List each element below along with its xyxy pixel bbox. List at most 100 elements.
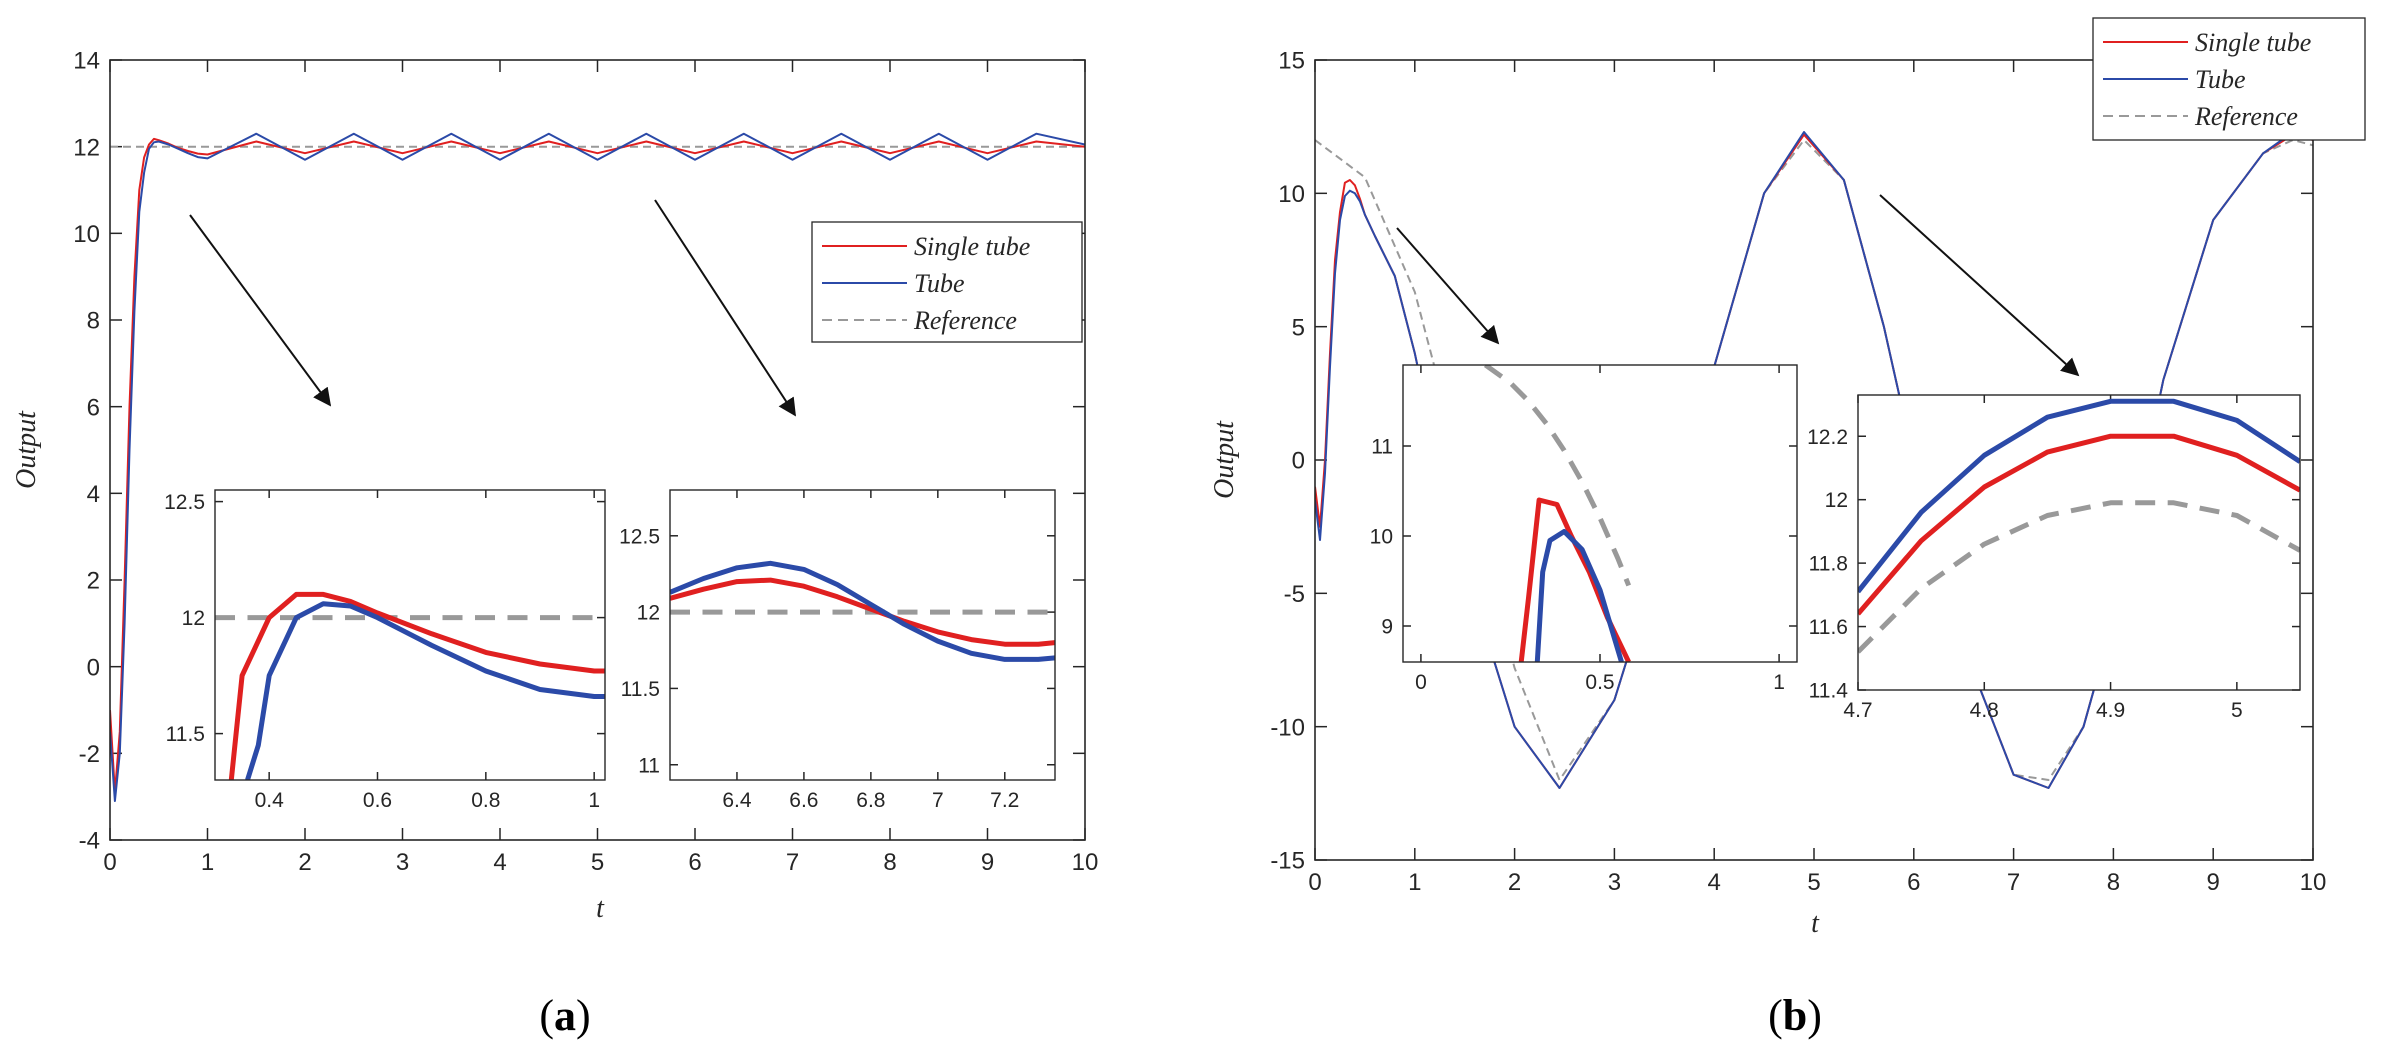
panel-a-y-axis-label: Output	[11, 410, 42, 489]
panel-a-y-tick-label: -4	[79, 828, 100, 855]
panel-b-series-tube	[1315, 131, 2313, 789]
panel-b-y-tick-label: -5	[1284, 581, 1305, 608]
panel-a-inset-y-tick-label: 12	[182, 607, 205, 630]
panel-a-inset-plot-area	[670, 490, 1055, 780]
panel-a-series-tube	[110, 132, 1085, 802]
panel-a-legend-label: Reference	[913, 306, 1017, 335]
panel-b-inset-y-tick-label: 9	[1381, 616, 1393, 639]
panel-a-x-tick-label: 10	[1072, 849, 1099, 876]
panel-b-y-tick-label: -15	[1270, 848, 1305, 875]
panel-a-inset-x-tick-label: 0.6	[363, 789, 392, 812]
panel-a-x-tick-label: 3	[396, 849, 409, 876]
panel-label-a: (a)	[539, 991, 590, 1040]
panel-b-x-tick-label: 7	[2007, 869, 2020, 896]
panel-a-x-tick-label: 9	[981, 849, 994, 876]
panel-b-inset-series-reference	[1858, 500, 2300, 654]
panel-b-inset-y-tick-label: 10	[1370, 526, 1393, 549]
panel-a-inset-y-tick-label: 11.5	[621, 678, 660, 701]
panel-a-x-axis-label: t	[596, 893, 605, 924]
panel-b-inset-plot-area	[1858, 395, 2300, 690]
panel-a-y-tick-label: -2	[79, 741, 100, 768]
panel-a-legend-label: Single tube	[914, 232, 1030, 261]
panel-b-y-axis-label: Output	[1209, 420, 1240, 499]
panel-b-x-tick-label: 5	[1807, 869, 1820, 896]
panel-b-axes-frame	[1314, 59, 2314, 861]
panel-b-x-tick-label: 9	[2207, 869, 2220, 896]
panel-b-inset-x-tick-label: 4.7	[1843, 699, 1872, 722]
panel-b-inset-1: 0 0.5 1 9 10 11	[1370, 364, 1798, 694]
panel-a-y-tick-label: 6	[87, 394, 100, 421]
panel-b-inset-y-tick-label: 11.4	[1809, 680, 1849, 703]
panel-a-legend: Single tube Tube Reference	[811, 221, 1083, 343]
panel-b-x-tick-label: 10	[2300, 869, 2327, 896]
panel-b-x-tick-label: 0	[1308, 869, 1321, 896]
panel-a-inset-y-tick-label: 12	[637, 602, 660, 625]
panel-b-x-tick-label: 3	[1608, 869, 1621, 896]
panel-a-inset-frame	[669, 489, 1056, 781]
panel-a-inset-x-tick-label: 6.6	[789, 789, 818, 812]
panel-a-inset-x-tick-label: 7	[932, 789, 944, 812]
panel-a-y-tick-label: 10	[73, 221, 100, 248]
panel-a-inset-series-single-tube	[228, 591, 605, 780]
panel-b-x-tick-label: 6	[1907, 869, 1920, 896]
panel-a-y-tick-label: 12	[73, 134, 100, 161]
panel-b-inset-series-tube	[1534, 529, 1624, 662]
panel-b-inset-y-tick-label: 11	[1371, 436, 1393, 459]
panel-a-inset-y-tick-label: 12.5	[164, 491, 205, 514]
panel-a-inset-x-tick-label: 0.8	[471, 789, 500, 812]
panel-b-inset-series-tube	[1858, 398, 2300, 594]
panel-a-x-tick-label: 6	[688, 849, 701, 876]
panel-b-inset-x-tick-label: 5	[2231, 699, 2243, 722]
panel-b-y-tick-label: 0	[1292, 448, 1305, 475]
panel-a-x-tick-label: 5	[591, 849, 604, 876]
panel-a-inset-series-tube	[670, 560, 1055, 662]
panel-b-inset-series-single-tube	[1858, 433, 2300, 616]
panel-b-annotation-arrow	[1879, 194, 2080, 377]
panel-b-inset-x-tick-label: 0	[1415, 671, 1427, 694]
panel-a-inset-y-tick-label: 12.5	[619, 525, 660, 548]
panel-b-x-tick-label: 2	[1508, 869, 1521, 896]
panel-b-annotation-arrow	[1396, 227, 1500, 345]
panel-b-legend-label: Tube	[2195, 65, 2246, 94]
panel-b-y-tick-label: 15	[1278, 48, 1305, 75]
panel-a-inset-series-single-tube	[670, 577, 1055, 647]
panel-a-annotation-arrow	[189, 214, 332, 407]
panel-a-axes-frame	[109, 59, 1086, 841]
panel-a-x-tick-label: 0	[103, 849, 116, 876]
panel-b-x-axis-label: t	[1811, 908, 1820, 939]
panel-a-x-tick-label: 2	[298, 849, 311, 876]
panel-a-inset-frame	[214, 489, 606, 781]
panel-b-y-tick-label: 5	[1292, 314, 1305, 341]
panel-b-y-tick-label: -10	[1270, 714, 1305, 741]
panel-a-annotation-arrow	[654, 199, 796, 417]
panel-b-inset-2: 4.7 4.8 4.9 5 11.4 11.6 11.8 12 12.2	[1807, 394, 2301, 722]
panel-a-inset-x-tick-label: 1	[588, 789, 600, 812]
panel-b-legend-label: Single tube	[2195, 28, 2311, 57]
panel-b-inset-y-tick-label: 12.2	[1807, 426, 1848, 449]
panel-b-legend-label: Reference	[2194, 102, 2298, 131]
panel-a-inset-x-tick-label: 6.8	[856, 789, 885, 812]
panel-b-x-tick-label: 4	[1708, 869, 1721, 896]
panel-a-x-tick-label: 1	[201, 849, 214, 876]
panel-a-y-tick-label: 2	[87, 568, 100, 595]
panel-b-x-tick-label: 1	[1408, 869, 1421, 896]
panel-b-inset-y-tick-label: 11.6	[1809, 616, 1848, 639]
panel-b-inset-frame	[1857, 394, 2301, 691]
panel-b-inset-y-tick-label: 12	[1825, 489, 1848, 512]
panel-a-inset-1: 0.4 0.6 0.8 1 11.5 12 12.5	[164, 489, 606, 812]
panel-b-inset-x-tick-label: 1	[1773, 671, 1785, 694]
panel-a-inset-series-tube	[245, 601, 605, 780]
panel-a-inset-y-tick-label: 11.5	[166, 723, 205, 746]
panel-a-x-tick-label: 7	[786, 849, 799, 876]
panel-b-y-tick-label: 10	[1278, 181, 1305, 208]
panel-b-inset-x-tick-label: 4.9	[2096, 699, 2125, 722]
panel-label-b: (b)	[1768, 991, 1822, 1040]
panel-a-y-tick-label: 8	[87, 308, 100, 335]
panel-a-y-tick-label: 0	[87, 654, 100, 681]
panel-b-x-tick-label: 8	[2107, 869, 2120, 896]
panel-b-inset-plot-area	[1403, 365, 1797, 662]
panel-b-inset-y-tick-label: 11.8	[1809, 553, 1848, 576]
